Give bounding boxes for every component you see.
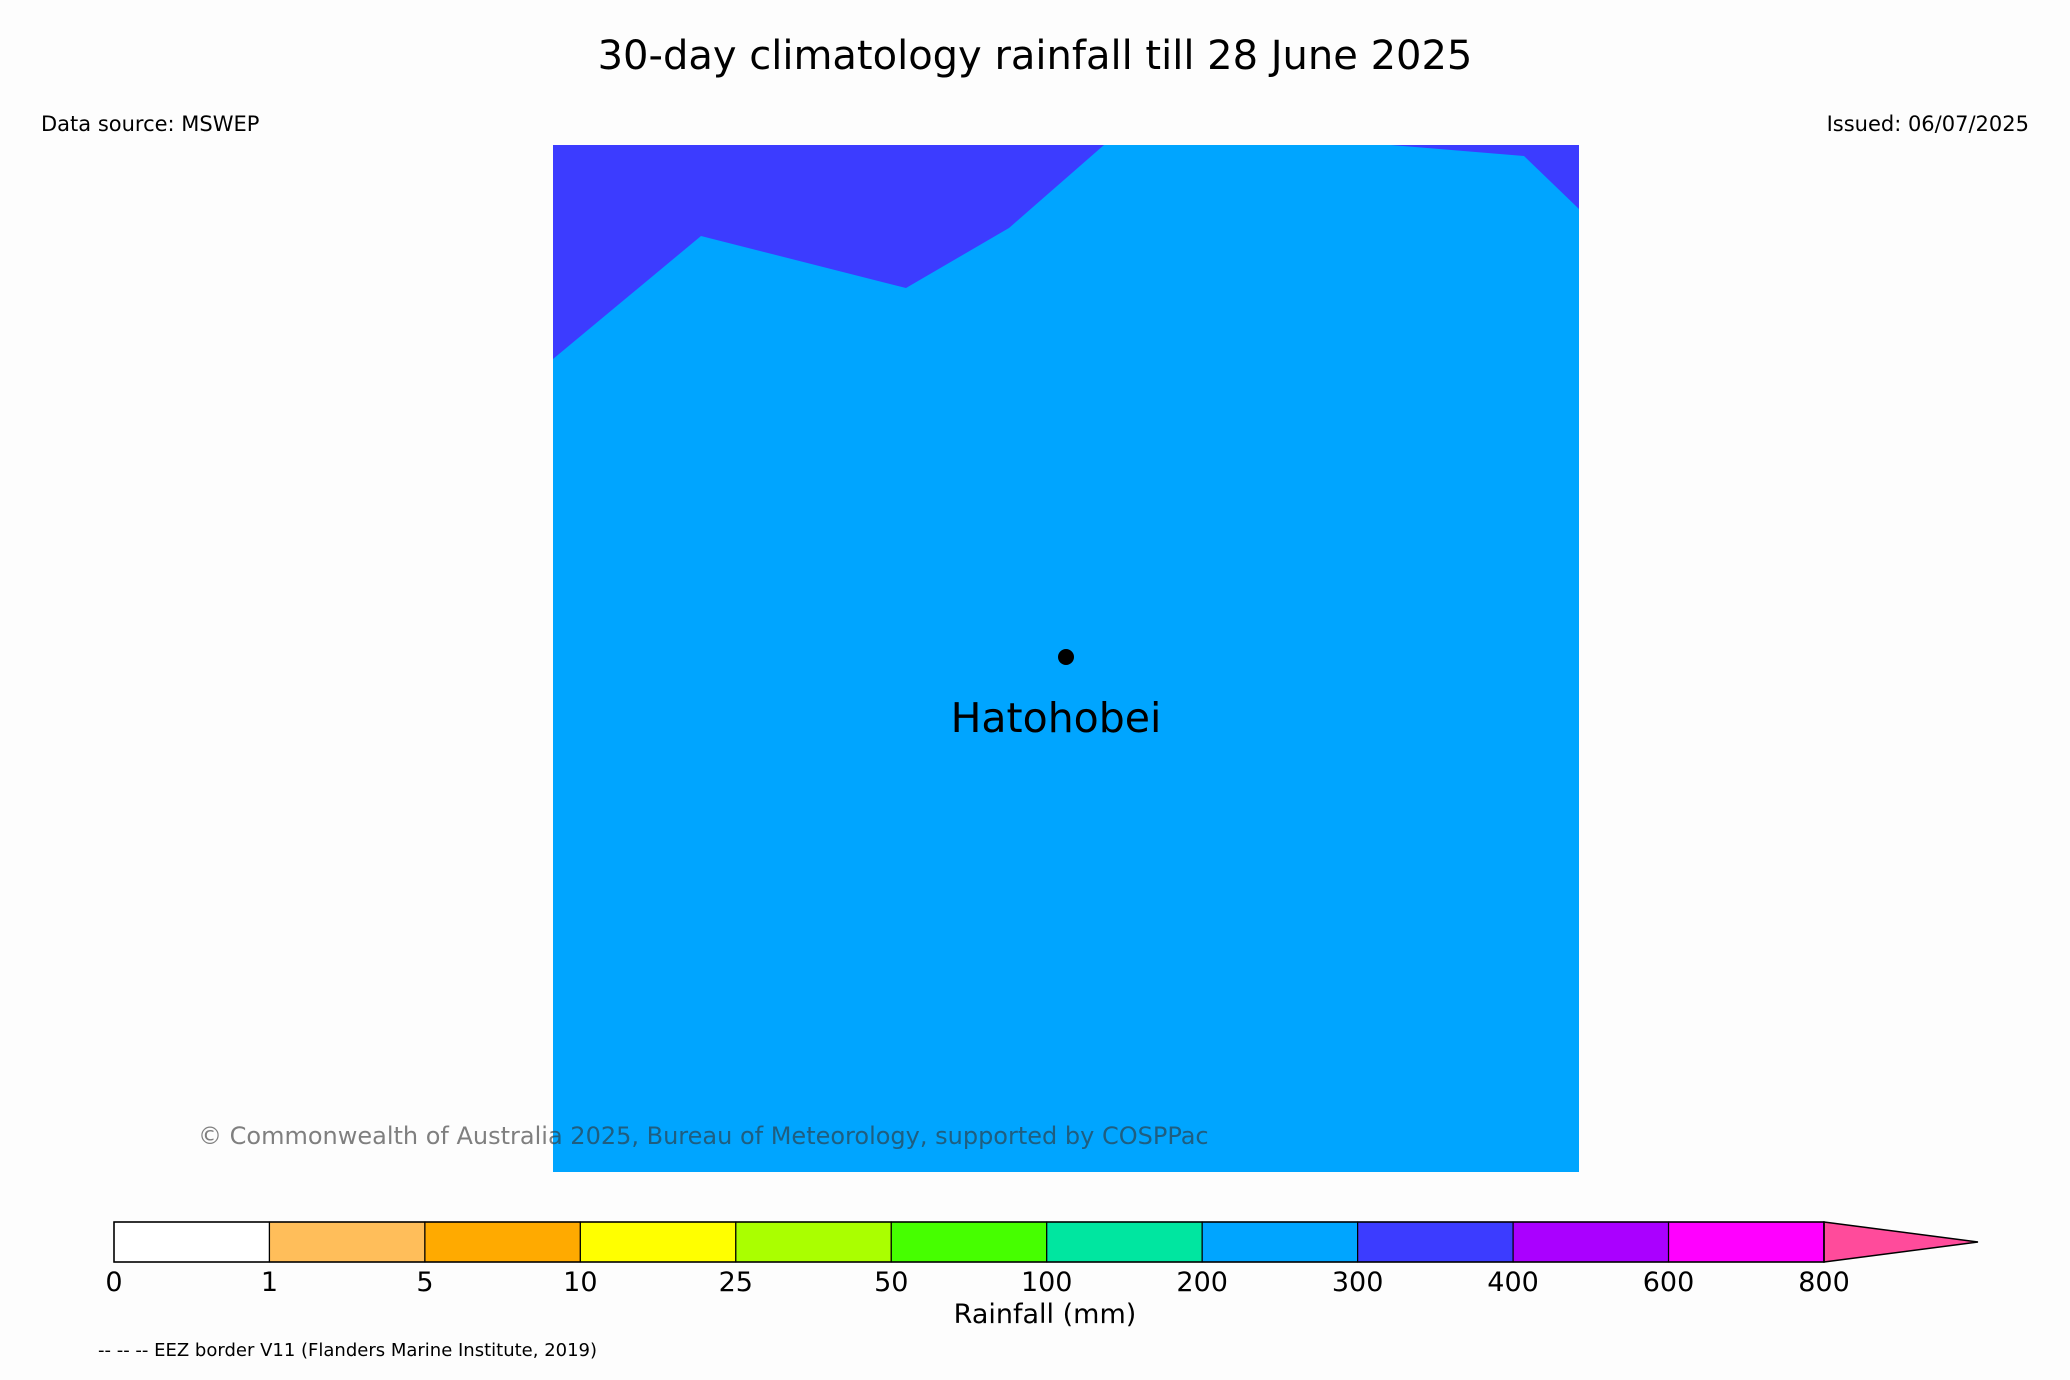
colorbar-tick-label: 100 (1020, 1267, 1073, 1298)
colorbar-segment-10-25 (579, 1221, 737, 1263)
colorbar-ticks: 0 1 5 10 25 50 100 200 300 400 600 800 (0, 1266, 2070, 1300)
colorbar-segment-100-200 (1046, 1221, 1203, 1263)
colorbar-segment-1-5 (268, 1221, 426, 1263)
rainfall-map (553, 145, 1579, 1172)
colorbar-tick-label: 10 (563, 1267, 598, 1298)
colorbar-tick-label: 600 (1642, 1267, 1695, 1298)
colorbar-segment-300-400 (1357, 1221, 1514, 1263)
colorbar-segment-50-100 (890, 1221, 1048, 1263)
colorbar (113, 1221, 1979, 1263)
colorbar-segment-200-300 (1201, 1221, 1359, 1263)
colorbar-tick-label: 25 (718, 1267, 753, 1298)
issued-date-label: Issued: 06/07/2025 (1826, 112, 2029, 136)
colorbar-tick-label: 300 (1331, 1267, 1384, 1298)
location-label: Hatohobei (950, 694, 1162, 742)
colorbar-tick-label: 0 (105, 1267, 123, 1298)
colorbar-segment-25-50 (735, 1221, 892, 1263)
colorbar-segment-400-600 (1512, 1221, 1670, 1263)
colorbar-segment-600-800 (1667, 1221, 1825, 1263)
colorbar-outline (113, 1221, 1825, 1263)
colorbar-tick-label: 50 (874, 1267, 909, 1298)
colorbar-tick-label: 5 (416, 1267, 434, 1298)
map-title: 30-day climatology rainfall till 28 June… (597, 33, 1473, 79)
colorbar-label: Rainfall (mm) (953, 1299, 1137, 1330)
colorbar-segment-5-10 (424, 1221, 581, 1263)
colorbar-tick-label: 200 (1176, 1267, 1228, 1298)
colorbar-tick-label: 1 (260, 1267, 279, 1298)
data-source-label: Data source: MSWEP (41, 112, 260, 136)
rainfall-zone-300-400-northeast (1391, 145, 1579, 209)
colorbar-tick-label: 400 (1487, 1267, 1539, 1298)
colorbar-tick-label: 800 (1798, 1267, 1850, 1298)
colorbar-segment-0-1 (113, 1221, 271, 1263)
eez-border-footnote: -- -- -- EEZ border V11 (Flanders Marine… (98, 1340, 598, 1361)
copyright-notice: © Commonwealth of Australia 2025, Bureau… (198, 1122, 1209, 1150)
colorbar-extend-arrow (1823, 1221, 1979, 1263)
location-marker[interactable] (1058, 649, 1074, 665)
rainfall-zone-300-400-north (553, 145, 1104, 359)
